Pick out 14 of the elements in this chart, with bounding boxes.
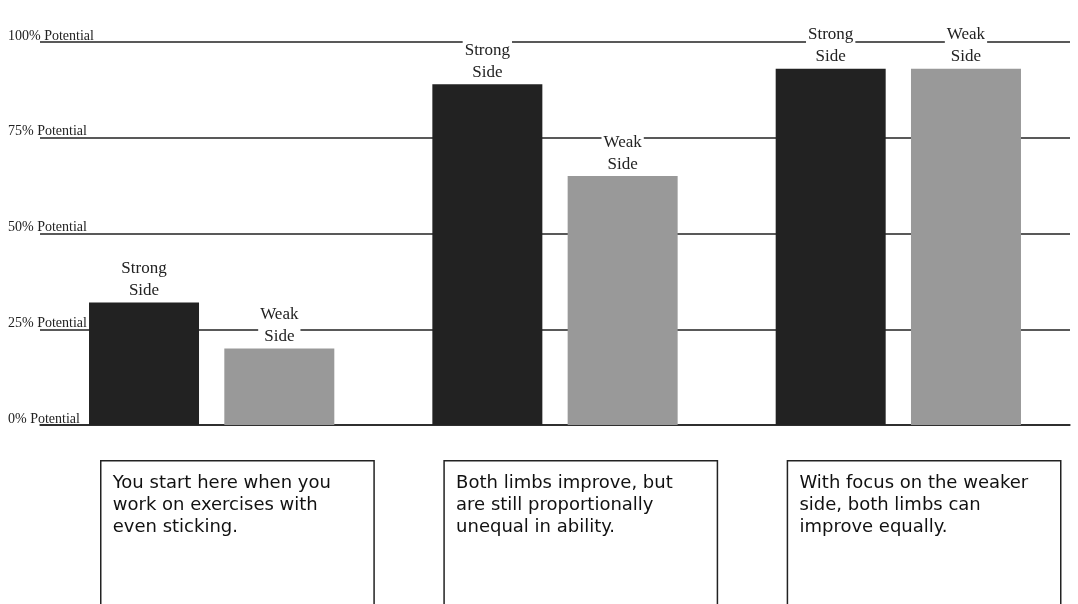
data-label: Strong Side bbox=[464, 39, 511, 81]
data-label: Weak Side bbox=[260, 303, 299, 345]
y-tick-label: 50% Potential bbox=[8, 219, 88, 234]
y-tick-label: 75% Potential bbox=[8, 123, 88, 139]
y-tick-label: 100% Potential bbox=[8, 27, 95, 43]
data-label: Weak Side bbox=[946, 24, 986, 66]
text: Both limbs improve, but are still proportionally unequal in ability. bbox=[456, 471, 679, 537]
text: You start here when you work on exercises with even sticking. bbox=[111, 471, 337, 537]
y-tick-label: 0% Potential bbox=[8, 410, 81, 426]
data-label: Strong Side bbox=[808, 24, 854, 66]
data-label: Weak Side bbox=[603, 131, 643, 173]
y-tick-label: 25% Potential bbox=[8, 314, 88, 330]
data-label: Strong Side bbox=[121, 257, 168, 299]
text: With focus on the weaker side, both limbs can improve equally. bbox=[799, 471, 1034, 537]
